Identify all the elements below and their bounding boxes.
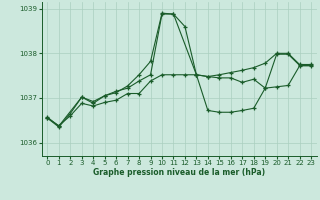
X-axis label: Graphe pression niveau de la mer (hPa): Graphe pression niveau de la mer (hPa) <box>93 168 265 177</box>
